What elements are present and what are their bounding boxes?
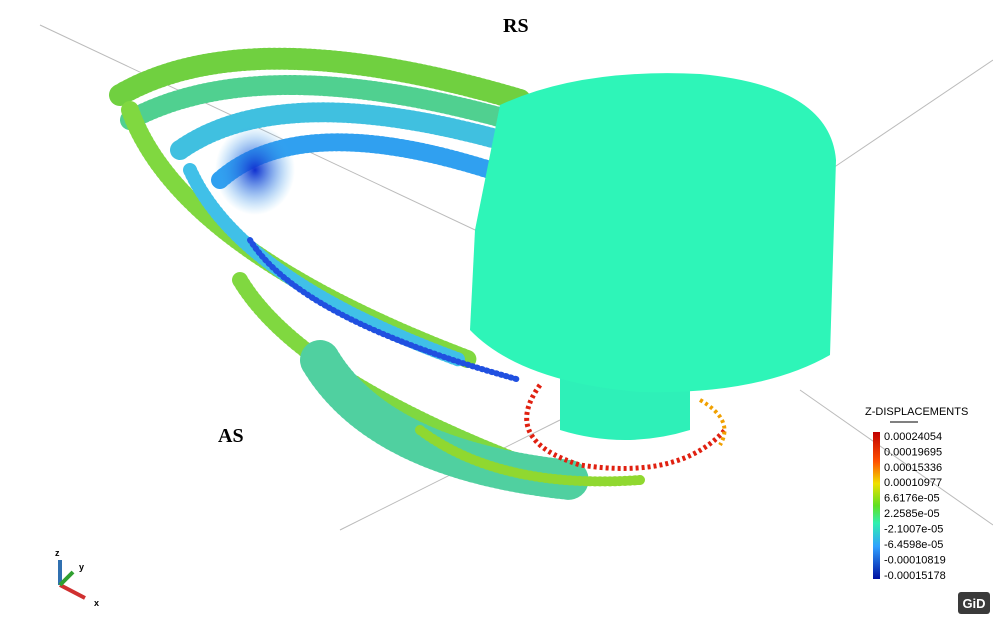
legend-label: 2.2585e-05 <box>884 508 940 520</box>
viewport: RS AS Z-DISPLACEMENTS 0.00024054 0.000196… <box>0 0 993 617</box>
axis-y: y <box>79 562 84 572</box>
legend-label: -0.00010819 <box>884 554 946 566</box>
colorbar <box>873 432 880 579</box>
legend-label: 0.00019695 <box>884 446 942 458</box>
legend-label: -0.00015178 <box>884 570 946 582</box>
axis-triad: z y x <box>55 548 99 608</box>
low-region <box>215 125 295 215</box>
legend-label: 0.00010977 <box>884 477 942 489</box>
axis-x: x <box>94 598 99 608</box>
legend-label: -6.4598e-05 <box>884 539 943 551</box>
legend-label: 6.6176e-05 <box>884 493 940 505</box>
cylinder <box>470 73 836 392</box>
logo: GiD <box>962 596 985 611</box>
label-as: AS <box>218 425 244 447</box>
ring <box>700 400 725 445</box>
legend-label: -2.1007e-05 <box>884 524 943 536</box>
legend-title: Z-DISPLACEMENTS <box>865 406 968 418</box>
legend-label: 0.00024054 <box>884 431 942 443</box>
legend-label: 0.00015336 <box>884 462 942 474</box>
guide-line <box>830 60 993 170</box>
axis-z: z <box>55 548 60 558</box>
label-rs: RS <box>503 15 529 37</box>
legend-labels: 0.00024054 0.00019695 0.00015336 0.00010977… <box>884 431 946 582</box>
